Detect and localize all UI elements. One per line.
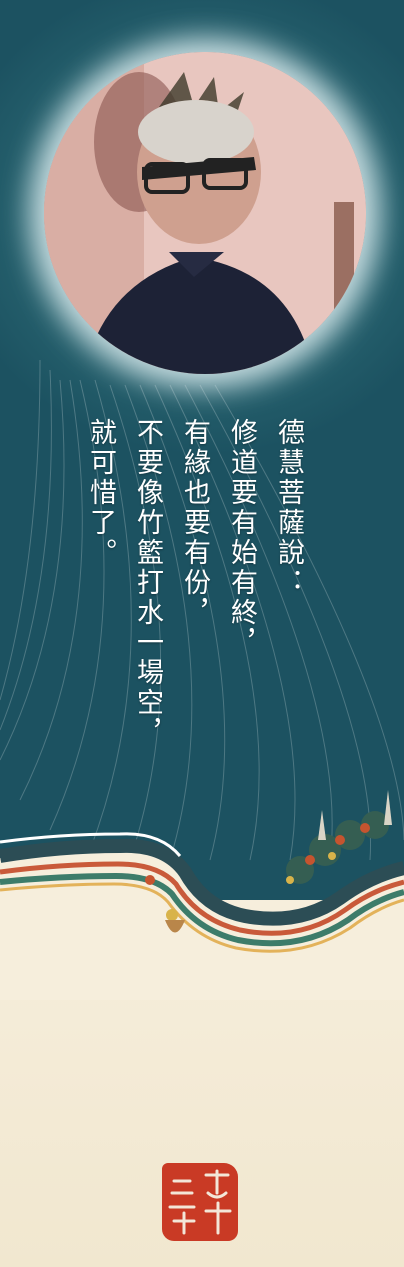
quote-line-2: 修道要有始有終， [226,418,257,658]
quote-text: 德慧菩薩說： 修道要有始有終， 有緣也要有份， 不要像竹籃打水一場空， 就可惜了… [85,418,312,818]
quote-line-1: 德慧菩薩說： [273,418,304,598]
temple-roof-image [0,790,404,1000]
quote-line-3: 有緣也要有份， [179,418,210,628]
portrait-frame [44,52,366,374]
red-seal-stamp [162,1163,238,1241]
portrait-photo [44,52,366,374]
quote-line-5: 就可惜了。 [85,418,116,568]
quote-line-4: 不要像竹籃打水一場空， [132,418,163,748]
